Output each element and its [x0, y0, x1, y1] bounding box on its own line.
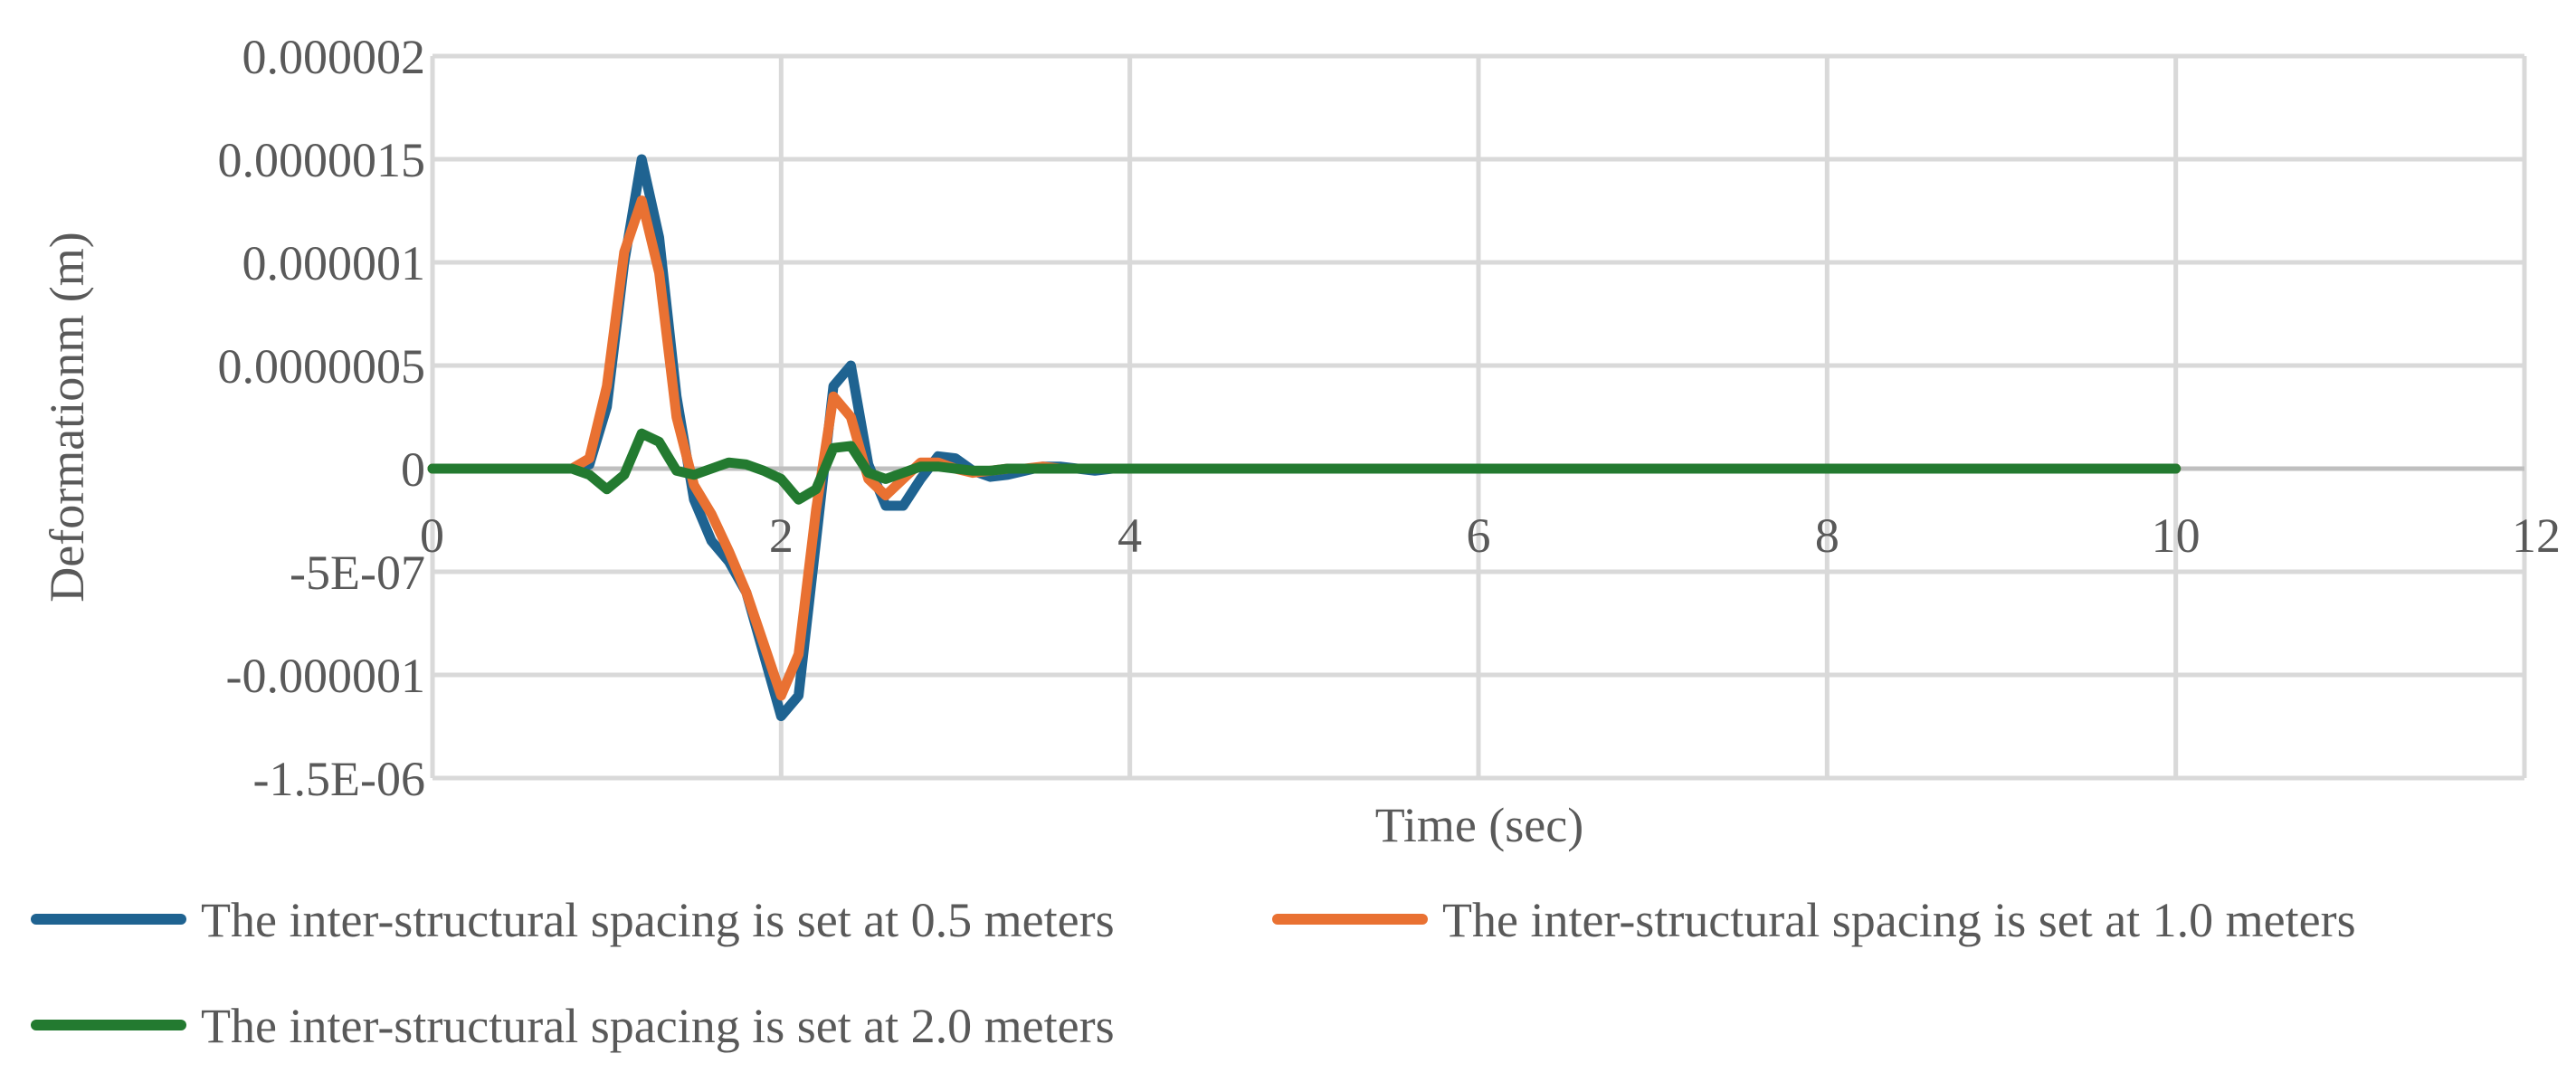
- y-tick-label-3: 0.0000005: [218, 339, 426, 394]
- legend-label-1: The inter-structural spacing is set at 1…: [1442, 893, 2356, 947]
- series-line-1: [427, 195, 2182, 701]
- y-tick-labels: 0.000002 0.0000015 0.000001 0.0000005 0 -5E-0…: [218, 30, 426, 806]
- x-tick-label-4: 8: [1815, 508, 1839, 563]
- series-line-2: [427, 428, 2182, 505]
- y-axis-title: Deformationm (m): [40, 232, 94, 602]
- x-axis-title: Time (sec): [1375, 798, 1583, 852]
- x-tick-label-1: 2: [769, 508, 794, 563]
- y-tick-label-4: 0: [401, 442, 425, 497]
- y-tick-label-5: -5E-07: [290, 546, 425, 600]
- x-tick-label-0: 0: [420, 508, 444, 563]
- legend-label-0: The inter-structural spacing is set at 0…: [201, 893, 1115, 947]
- x-tick-label-5: 10: [2152, 508, 2201, 563]
- x-tick-label-3: 6: [1467, 508, 1491, 563]
- y-tick-label-2: 0.000001: [242, 236, 426, 290]
- series-lines: [427, 154, 2182, 722]
- y-tick-label-6: -0.000001: [226, 649, 425, 703]
- vertical-gridlines: [430, 56, 2527, 778]
- y-tick-label-0: 0.000002: [242, 30, 426, 84]
- x-tick-label-2: 4: [1117, 508, 1142, 563]
- x-tick-labels: 0 2 4 6 8 10 12: [420, 508, 2561, 563]
- y-tick-label-1: 0.0000015: [218, 133, 426, 187]
- series-line-0: [427, 154, 2182, 722]
- legend: The inter-structural spacing is set at 0…: [31, 893, 2356, 1053]
- y-tick-label-7: -1.5E-06: [253, 752, 425, 806]
- legend-label-2: The inter-structural spacing is set at 2…: [201, 999, 1115, 1053]
- x-tick-label-6: 12: [2512, 508, 2561, 563]
